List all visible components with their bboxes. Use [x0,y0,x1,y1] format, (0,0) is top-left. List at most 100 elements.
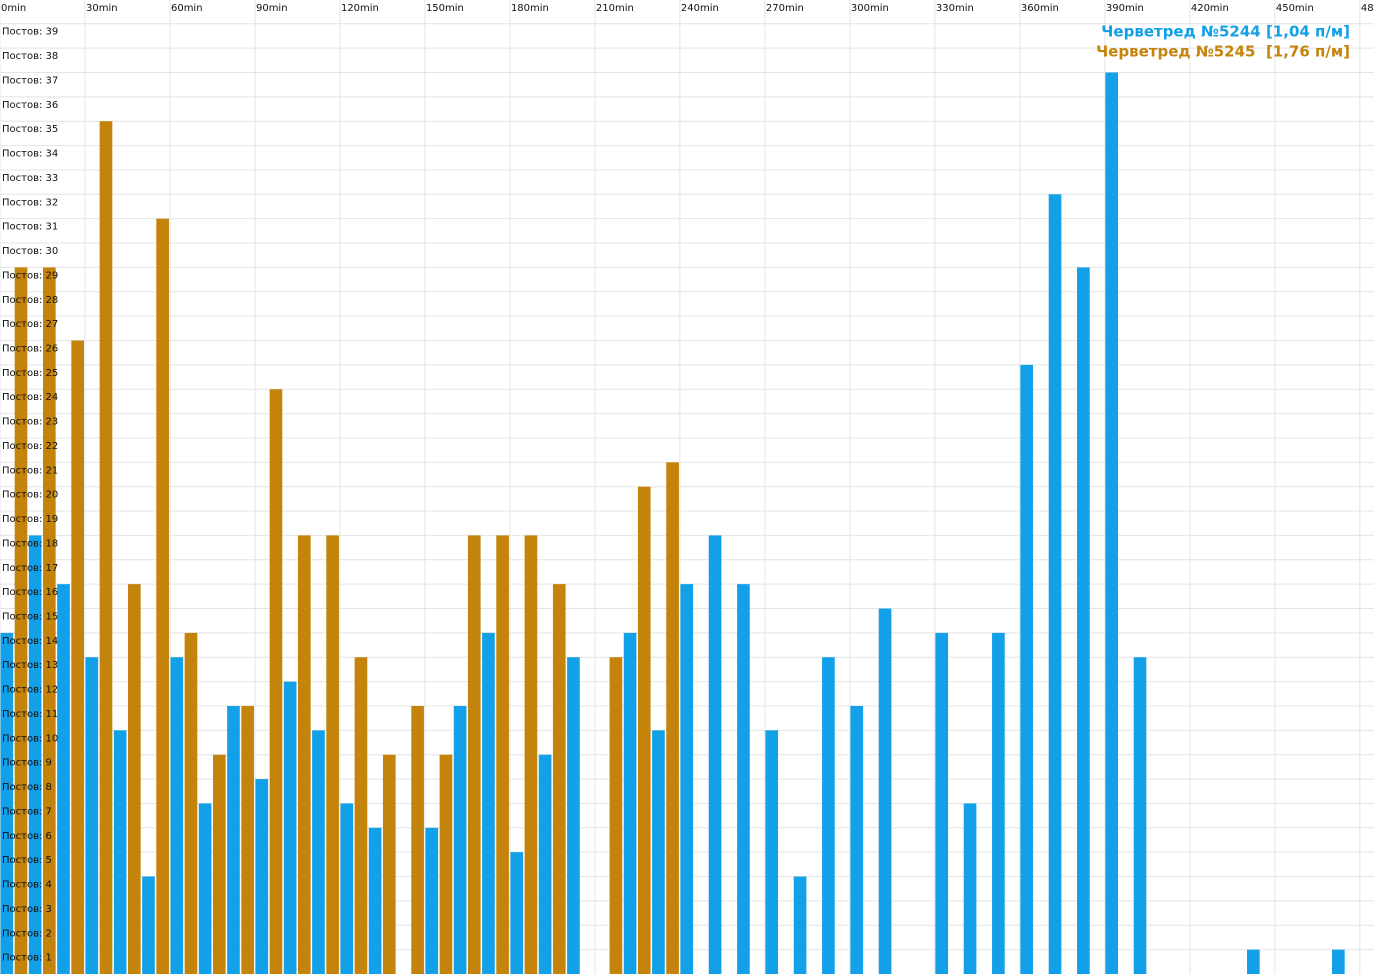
y-tick-label: Постов: 32 [2,197,58,208]
legend-entry: Черветред №5244 [1,04 п/м] [1101,23,1350,41]
y-tick-label: Постов: 6 [2,831,52,842]
bar [793,876,807,974]
bar [411,705,424,974]
y-tick-label: Постов: 31 [2,222,58,233]
x-tick-label: 390min [1106,3,1144,14]
legend-entry: Черветред №5245 [1,76 п/м] [1096,43,1350,61]
y-tick-label: Постов: 15 [2,612,58,623]
bar [850,705,864,974]
bar [1332,949,1345,974]
bar [269,389,283,974]
x-tick-label: 150min [426,3,464,14]
x-tick-label: 450min [1276,3,1314,14]
bar [538,754,552,974]
bar [28,535,42,974]
x-tick-label: 30min [86,3,118,14]
bar [765,730,779,974]
bar [326,535,339,974]
y-tick-label: Постов: 34 [2,149,58,160]
bar [255,779,269,974]
y-tick-label: Постов: 5 [2,855,52,866]
bar [963,803,977,974]
y-tick-label: Постов: 37 [2,75,58,86]
y-tick-label: Постов: 26 [2,343,58,354]
bar [623,632,637,974]
bar [510,852,524,974]
bar [99,121,113,974]
x-tick-label: 240min [681,3,719,14]
x-tick-label: 60min [171,3,203,14]
y-tick-label: Постов: 38 [2,51,58,62]
y-tick-label: Постов: 18 [2,538,58,549]
bar [14,267,28,974]
bar [567,657,580,974]
x-tick-label: 360min [1021,3,1059,14]
x-tick-label: 210min [596,3,634,14]
y-tick-label: Постов: 10 [2,733,58,744]
bar [737,584,750,974]
y-tick-label: Постов: 1 [2,953,52,964]
bar [297,535,311,974]
y-tick-label: Постов: 8 [2,782,52,793]
y-tick-label: Постов: 16 [2,587,58,598]
y-tick-label: Постов: 4 [2,880,52,891]
bar [524,535,538,974]
bar [340,803,354,974]
y-tick-label: Постов: 14 [2,636,58,647]
y-tick-label: Постов: 36 [2,100,58,111]
bar [198,803,212,974]
bar [156,218,169,974]
bar [71,340,84,974]
bar [496,535,509,974]
y-tick-label: Постов: 19 [2,514,58,525]
y-tick-label: Постов: 20 [2,490,58,501]
bar [453,705,467,974]
bar [482,632,495,974]
bar [57,584,70,974]
bar [1105,72,1119,974]
y-tick-label: Постов: 21 [2,465,58,476]
bar [1020,364,1034,974]
y-tick-label: Постов: 13 [2,660,58,671]
bar [1077,267,1090,974]
bar [113,730,127,974]
bar [85,657,99,974]
bar [1133,657,1147,974]
bar [354,657,368,974]
x-tick-label: 120min [341,3,379,14]
bar [142,876,155,974]
bar [637,486,651,974]
bar [382,754,396,974]
y-tick-label: Постов: 12 [2,685,58,696]
y-tick-label: Постов: 27 [2,319,58,330]
y-tick-label: Постов: 24 [2,392,58,403]
y-tick-label: Постов: 3 [2,904,52,915]
bar [708,535,722,974]
bar [212,754,226,974]
y-tick-label: Постов: 22 [2,441,58,452]
x-tick-label: 330min [936,3,974,14]
bar [652,730,665,974]
y-tick-label: Постов: 2 [2,928,52,939]
bar [552,584,566,974]
bar [127,584,141,974]
y-tick-label: Постов: 17 [2,563,58,574]
bar [1247,949,1260,974]
y-tick-label: Постов: 7 [2,806,52,817]
bar [935,632,949,974]
y-tick-label: Постов: 23 [2,417,58,428]
y-tick-label: Постов: 35 [2,124,58,135]
bar [425,827,439,974]
bar [878,608,892,974]
y-tick-label: Постов: 11 [2,709,58,720]
bar [992,632,1005,974]
bar [680,584,694,974]
bar [283,681,297,974]
x-tick-label: 420min [1191,3,1229,14]
bar [312,730,325,974]
bar [42,267,56,974]
bar [609,657,623,974]
bar [0,632,14,974]
y-tick-label: Постов: 33 [2,173,58,184]
